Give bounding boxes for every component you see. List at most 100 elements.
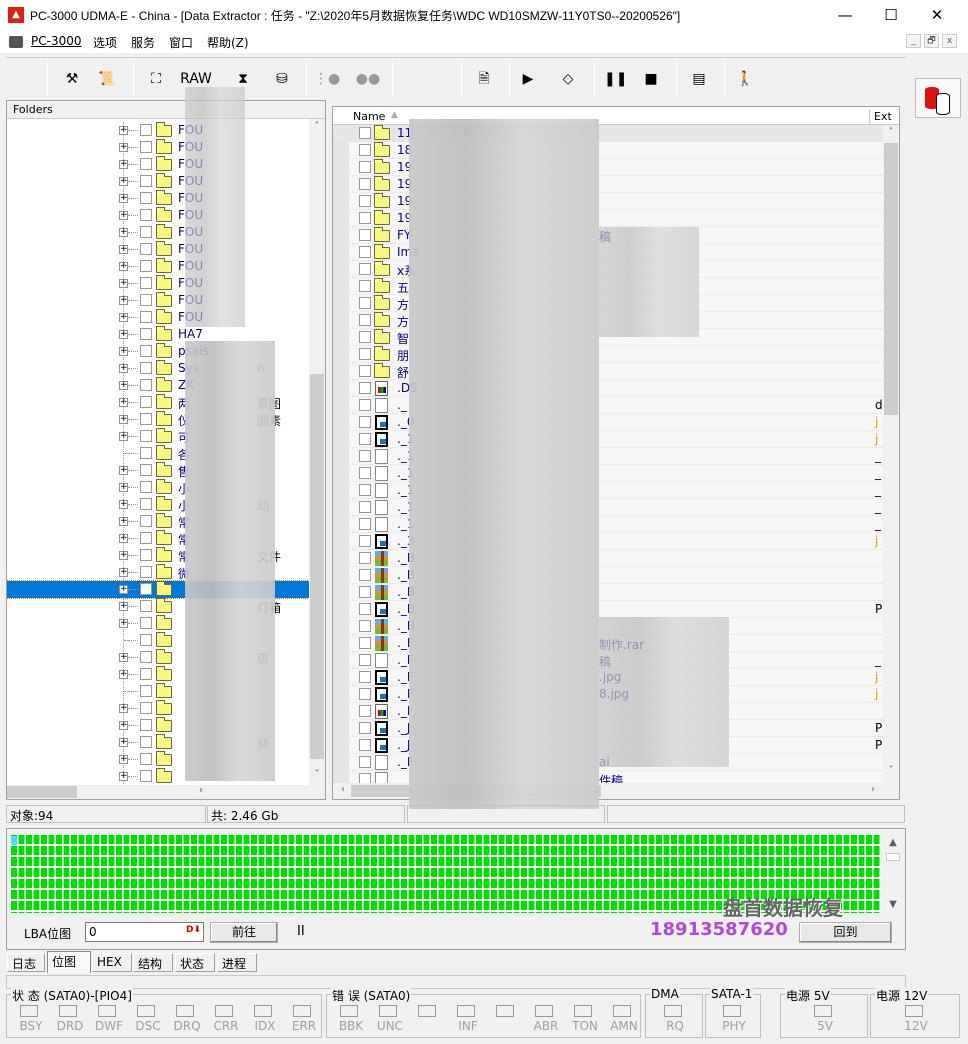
scroll-thumb[interactable]	[884, 143, 898, 415]
folder-tree-item[interactable]: +FOU	[7, 309, 309, 326]
file-list-row[interactable]: 18	[333, 142, 883, 159]
folder-checkbox[interactable]	[140, 617, 152, 629]
file-checkbox[interactable]	[359, 314, 371, 326]
expand-icon[interactable]: +	[119, 397, 128, 407]
file-checkbox[interactable]	[359, 433, 371, 445]
bitmap-scrollbar[interactable]: ▲ ▼	[885, 835, 901, 913]
file-checkbox[interactable]	[359, 365, 371, 377]
folder-checkbox[interactable]	[140, 481, 152, 493]
document-check-icon[interactable]: 🗎	[478, 71, 490, 87]
lba-bitmap[interactable]	[11, 835, 881, 913]
expand-icon[interactable]: +	[119, 567, 128, 577]
file-checkbox[interactable]	[359, 178, 371, 190]
scroll-thumb[interactable]	[886, 853, 900, 861]
folder-tree-item[interactable]	[7, 632, 309, 649]
expand-icon[interactable]: +	[119, 771, 128, 781]
folder-checkbox[interactable]	[140, 515, 152, 527]
stop-icon[interactable]: ■	[644, 71, 658, 87]
file-checkbox[interactable]	[359, 739, 371, 751]
minimize-button[interactable]: —	[837, 6, 853, 24]
file-list-row[interactable]: 19	[333, 159, 883, 176]
folder-tree-item[interactable]: +FOU	[7, 173, 309, 190]
scroll-down-icon[interactable]: ˅	[314, 769, 320, 780]
file-checkbox[interactable]	[359, 603, 371, 615]
folder-checkbox[interactable]	[140, 362, 152, 374]
go-button[interactable]: 前往	[210, 922, 278, 943]
folder-checkbox[interactable]	[140, 158, 152, 170]
folder-tree-item[interactable]: +	[7, 666, 309, 683]
folder-checkbox[interactable]	[140, 141, 152, 153]
file-list-row[interactable]: ._3 j	[333, 533, 883, 550]
expand-icon[interactable]: +	[119, 669, 128, 679]
file-checkbox[interactable]	[359, 688, 371, 700]
folder-tree-item[interactable]: + HA7	[7, 326, 309, 343]
file-checkbox[interactable]	[359, 654, 371, 666]
file-checkbox[interactable]	[359, 246, 371, 258]
folder-tree-item[interactable]: +FOU	[7, 241, 309, 258]
return-button[interactable]: 回到	[799, 922, 892, 943]
folder-checkbox[interactable]	[140, 277, 152, 289]
folder-checkbox[interactable]	[140, 209, 152, 221]
tree-icon[interactable]: ⋮●	[314, 71, 341, 87]
expand-icon[interactable]: +	[119, 363, 128, 373]
file-list-row[interactable]: 舒	[333, 363, 883, 380]
folder-checkbox[interactable]	[140, 243, 152, 255]
file-checkbox[interactable]	[359, 263, 371, 275]
scroll-thumb[interactable]	[7, 786, 77, 798]
folder-checkbox[interactable]	[140, 702, 152, 714]
folder-checkbox[interactable]	[140, 447, 152, 459]
menu-help[interactable]: 帮助(Z)	[207, 36, 249, 50]
file-checkbox[interactable]	[359, 467, 371, 479]
folder-checkbox[interactable]	[140, 464, 152, 476]
expand-icon[interactable]: +	[119, 295, 128, 305]
folder-checkbox[interactable]	[140, 260, 152, 272]
lba-dropdown-icon[interactable]: D⬇	[185, 925, 201, 935]
menu-service[interactable]: 服务	[131, 36, 156, 50]
file-checkbox[interactable]	[359, 450, 371, 462]
folder-tree-item[interactable]: +FOU	[7, 292, 309, 309]
folder-tree-item[interactable]: + 可	[7, 428, 309, 445]
expand-icon[interactable]: +	[119, 618, 128, 628]
lba-input[interactable]: 0 D⬇	[85, 922, 204, 942]
expand-icon[interactable]: +	[119, 193, 128, 203]
folder-checkbox[interactable]	[140, 175, 152, 187]
column-ext[interactable]: Ext	[869, 109, 896, 125]
folder-checkbox[interactable]	[140, 668, 152, 680]
exit-icon[interactable]: 🚶	[736, 71, 754, 87]
file-checkbox[interactable]	[359, 399, 371, 411]
scroll-thumb[interactable]	[310, 374, 324, 759]
expand-icon[interactable]: +	[119, 533, 128, 543]
expand-icon[interactable]: +	[119, 176, 128, 186]
folder-tree-item[interactable]: +FOU	[7, 275, 309, 292]
binoculars-icon[interactable]: ⛶	[151, 71, 161, 87]
flowchart-icon[interactable]: ◇	[562, 71, 574, 87]
file-checkbox[interactable]	[359, 586, 371, 598]
folder-tree-item[interactable]: +	[7, 768, 309, 785]
file-checkbox[interactable]	[359, 756, 371, 768]
file-list-row[interactable]: 智	[333, 329, 883, 346]
folder-tree-item[interactable]: +	[7, 700, 309, 717]
file-checkbox[interactable]	[359, 195, 371, 207]
file-checkbox[interactable]	[359, 212, 371, 224]
file-checkbox[interactable]	[359, 637, 371, 649]
expand-icon[interactable]: +	[119, 380, 128, 390]
expand-icon[interactable]: +	[119, 312, 128, 322]
folder-checkbox[interactable]	[140, 532, 152, 544]
folder-tree-item[interactable]: +FOU	[7, 122, 309, 139]
scroll-down-icon[interactable]: ˅	[888, 765, 894, 776]
folder-tree-item[interactable]: +	[7, 717, 309, 734]
tab-bitmap[interactable]: 位图	[47, 951, 91, 973]
folder-checkbox[interactable]	[140, 566, 152, 578]
folder-checkbox[interactable]	[140, 736, 152, 748]
expand-icon[interactable]: +	[119, 720, 128, 730]
file-checkbox[interactable]	[359, 229, 371, 241]
tab-structure[interactable]: 结构	[133, 953, 173, 972]
file-list-row[interactable]: 19	[333, 193, 883, 210]
expand-icon[interactable]: +	[119, 261, 128, 271]
maximize-button[interactable]: ☐	[884, 6, 898, 24]
database-side-button[interactable]	[915, 78, 961, 118]
expand-icon[interactable]: +	[119, 737, 128, 747]
folder-checkbox[interactable]	[140, 685, 152, 697]
file-list-row[interactable]: ._ d	[333, 397, 883, 414]
folder-checkbox[interactable]	[140, 600, 152, 612]
